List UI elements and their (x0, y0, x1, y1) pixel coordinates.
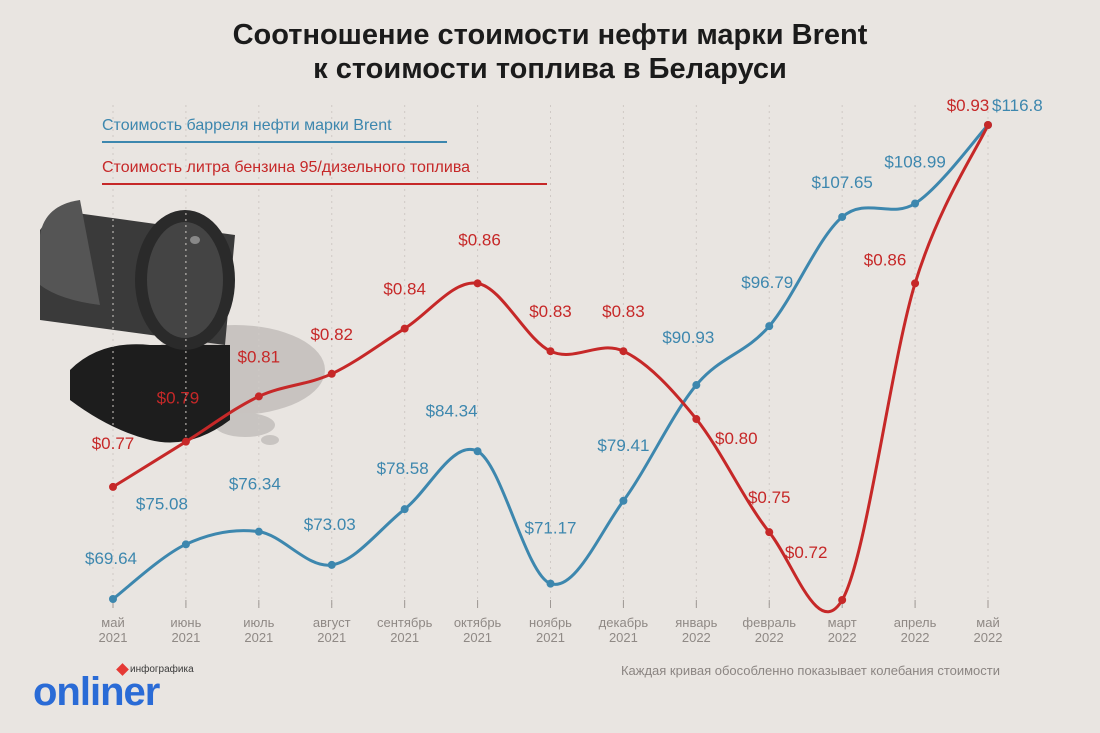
data-label: $0.82 (310, 325, 353, 344)
data-label: $0.75 (748, 488, 791, 507)
x-tick-year: 2022 (682, 630, 711, 645)
data-point (692, 381, 701, 390)
onliner-logo: onliner (33, 670, 160, 714)
title-line-2: к стоимости топлива в Беларуси (313, 53, 787, 85)
data-point (473, 279, 482, 288)
data-point (619, 496, 628, 505)
legend-brent-label: Стоимость барреля нефти марки Brent (102, 117, 392, 134)
x-tick-month: июль (243, 615, 274, 630)
x-tick-month: февраль (742, 615, 796, 630)
title-line-1: Соотношение стоимости нефти марки Brent (232, 19, 868, 51)
x-tick-month: май (976, 615, 999, 630)
data-point (692, 415, 701, 424)
data-point (546, 579, 555, 588)
x-tick-year: 2022 (828, 630, 857, 645)
data-label: $71.17 (525, 519, 577, 538)
x-tick-month: сентябрь (377, 615, 433, 630)
data-label: $0.86 (458, 230, 501, 249)
data-point (546, 347, 555, 356)
data-point (911, 199, 920, 208)
legend-fuel-label: Стоимость литра бензина 95/дизельного то… (102, 159, 471, 176)
data-label: $96.79 (741, 273, 793, 292)
data-label: $69.64 (85, 549, 137, 568)
x-tick-month: апрель (894, 615, 937, 630)
data-point (400, 505, 409, 514)
data-point (765, 322, 774, 331)
oil-barrel-illustration (40, 200, 325, 445)
data-point (327, 369, 336, 378)
data-point (838, 596, 847, 604)
x-tick-month: июнь (170, 615, 201, 630)
data-label: $0.84 (383, 280, 426, 299)
data-label: $0.83 (529, 302, 572, 321)
legend-brent-underline (102, 141, 447, 143)
data-point (473, 447, 482, 456)
x-tick-month: май (101, 615, 124, 630)
data-label: $0.79 (157, 389, 200, 408)
x-tick-year: 2021 (536, 630, 565, 645)
x-tick-year: 2021 (244, 630, 273, 645)
data-label: $0.81 (238, 347, 281, 366)
data-label: $84.34 (426, 401, 478, 420)
x-tick-month: январь (675, 615, 717, 630)
data-label: $90.93 (662, 328, 714, 347)
data-label: $79.41 (597, 436, 649, 455)
data-point (254, 527, 263, 536)
data-point (400, 324, 409, 333)
x-tick-year: 2022 (974, 630, 1003, 645)
data-label: $0.80 (715, 429, 758, 448)
data-point (327, 560, 336, 569)
data-point (911, 279, 920, 288)
footnote: Каждая кривая обособленно показывает кол… (620, 663, 1000, 678)
chart-title: Соотношение стоимости нефти марки Brent … (0, 18, 1100, 86)
data-label: $73.03 (304, 515, 356, 534)
data-point (619, 347, 628, 356)
x-tick-year: 2021 (463, 630, 492, 645)
x-tick-year: 2021 (390, 630, 419, 645)
data-label: $75.08 (136, 494, 188, 513)
data-label: $107.65 (811, 173, 872, 192)
data-label: $0.72 (785, 543, 828, 562)
x-tick-month: октябрь (454, 615, 502, 630)
x-tick-year: 2022 (755, 630, 784, 645)
data-point (765, 528, 774, 537)
legend-fuel-underline (102, 183, 547, 185)
data-label: $0.93 (947, 96, 990, 115)
legend-fuel: Стоимость литра бензина 95/дизельного то… (102, 159, 547, 185)
logo-tagline: инфографика (130, 664, 194, 675)
data-label: $108.99 (884, 152, 945, 171)
x-tick-year: 2021 (171, 630, 200, 645)
data-point (984, 121, 992, 129)
x-tick-year: 2021 (99, 630, 128, 645)
x-tick-month: ноябрь (529, 615, 572, 630)
data-point (109, 482, 117, 491)
x-tick-year: 2021 (609, 630, 638, 645)
x-tick-year: 2021 (317, 630, 346, 645)
data-label: $78.58 (377, 459, 429, 478)
data-point (838, 212, 847, 221)
data-point (254, 392, 263, 401)
series-line-fuel (111, 123, 990, 614)
x-tick-month: август (313, 615, 351, 630)
data-point (181, 437, 190, 446)
x-tick-year: 2022 (901, 630, 930, 645)
x-tick-month: декабрь (599, 615, 649, 630)
x-tick-month: март (828, 615, 857, 630)
data-point (181, 540, 190, 549)
data-label: $76.34 (229, 475, 281, 494)
data-point (109, 595, 117, 603)
data-label: $0.77 (92, 434, 135, 453)
legend-brent: Стоимость барреля нефти марки Brent (102, 117, 447, 143)
data-label: $116.8 (992, 96, 1043, 115)
data-label: $0.86 (864, 250, 907, 269)
data-label: $0.83 (602, 302, 645, 321)
